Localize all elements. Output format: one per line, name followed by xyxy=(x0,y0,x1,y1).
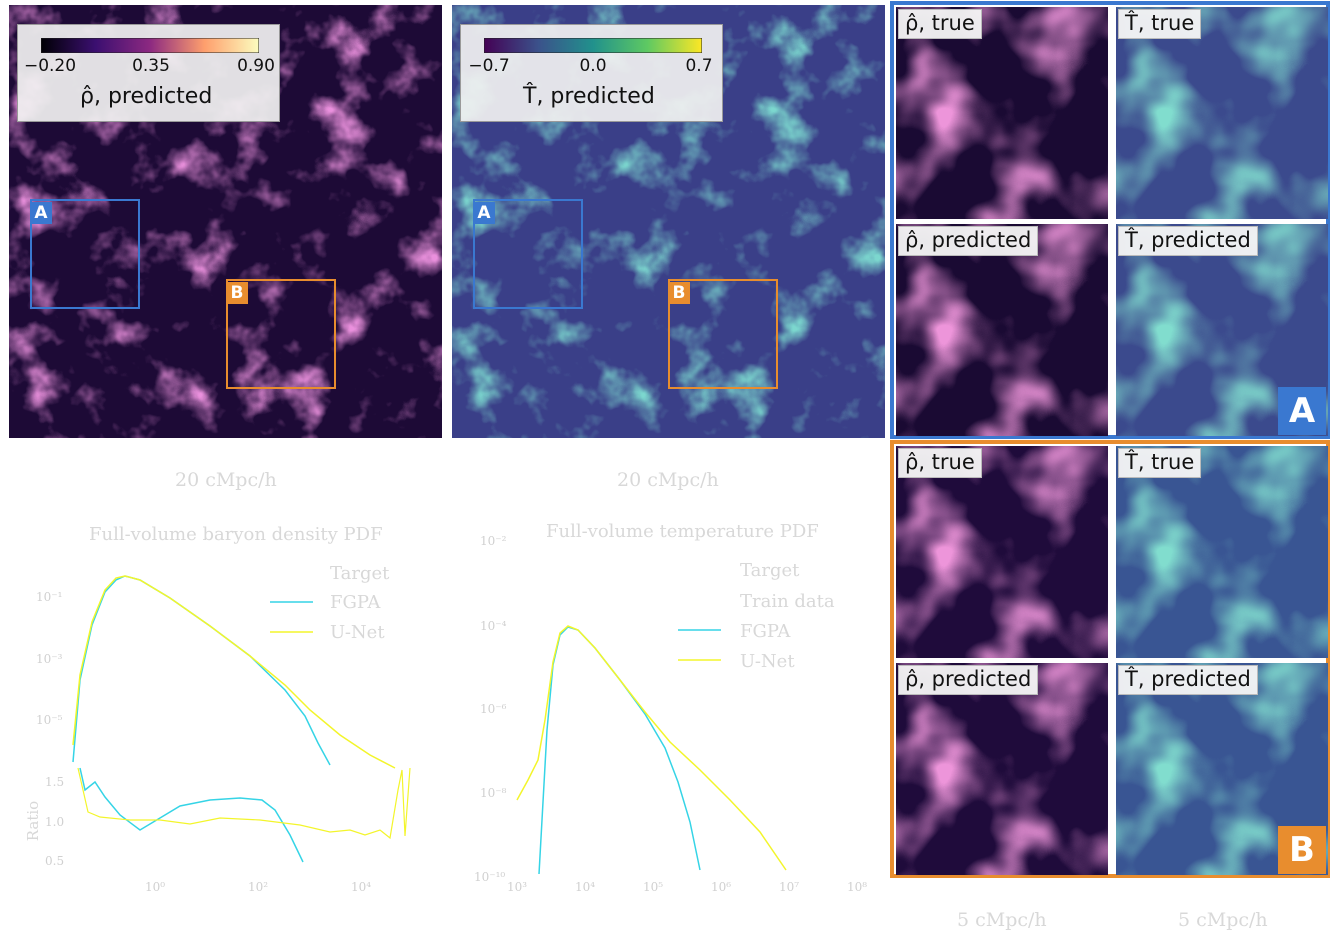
y-tick: 10⁻⁸ xyxy=(480,786,507,800)
ratio-curve-unet xyxy=(77,767,411,840)
tile-label: T̂, predicted xyxy=(1118,665,1258,695)
tile-label: ρ̂, predicted xyxy=(898,665,1039,695)
legend-entry: Target xyxy=(330,563,390,584)
zoom-a-tag: A xyxy=(1278,387,1326,435)
roi-a-box xyxy=(473,199,583,309)
x-tick: 10⁷ xyxy=(779,880,800,894)
roi-a-box xyxy=(30,199,140,309)
legend-entry: U-Net xyxy=(740,651,795,672)
colorbar-tick: 0.0 xyxy=(579,56,607,76)
x-tick: 10³ xyxy=(507,880,528,894)
temperature-map: −0.7 0.0 0.7 T̂, predicted A B xyxy=(452,5,885,438)
colorbar-label: T̂, predicted xyxy=(523,84,655,109)
legend-entry: U-Net xyxy=(330,622,385,643)
zoom-a-temperature-true: T̂, true xyxy=(1116,7,1328,219)
x-tick: 10⁰ xyxy=(145,880,166,894)
y-tick: 10⁻⁶ xyxy=(480,702,507,716)
legend-entry: Target xyxy=(740,560,800,581)
legend-entry: FGPA xyxy=(330,592,381,613)
zoom-scale-label-right: 5 cMpc/h xyxy=(1178,909,1268,931)
roi-b-tag: B xyxy=(226,282,248,304)
roi-b-tag: B xyxy=(668,282,690,304)
density-colorbar xyxy=(41,38,259,53)
temperature-curve-fgpa xyxy=(538,626,701,875)
temperature-pdf-title: Full-volume temperature PDF xyxy=(546,521,819,542)
y-tick: 10⁻⁵ xyxy=(36,713,63,727)
roi-b-box xyxy=(226,279,336,389)
colorbar-tick: −0.7 xyxy=(468,56,510,76)
legend-entry: Train data xyxy=(740,591,835,612)
legend-entry: FGPA xyxy=(740,621,791,642)
x-tick: 10⁸ xyxy=(847,880,868,894)
zoom-b-density-true: ρ̂, true xyxy=(896,446,1108,658)
y-tick: 10⁻¹ xyxy=(36,590,63,604)
tile-label: T̂, true xyxy=(1118,448,1202,478)
x-tick: 10⁵ xyxy=(643,880,664,894)
zoom-a-density-true: ρ̂, true xyxy=(896,7,1108,219)
ratio-tick: 0.5 xyxy=(45,854,65,868)
roi-a-tag: A xyxy=(473,202,495,224)
colorbar-tick: −0.20 xyxy=(23,56,77,76)
y-tick: 10⁻⁴ xyxy=(480,619,507,633)
x-tick: 10⁴ xyxy=(351,880,372,894)
tile-label: T̂, predicted xyxy=(1118,226,1258,256)
temperature-colorbar xyxy=(484,38,702,53)
colorbar-label: ρ̂, predicted xyxy=(80,84,213,109)
tile-label: ρ̂, true xyxy=(898,448,982,478)
ratio-axis-label: Ratio xyxy=(24,800,43,842)
density-colorbar-legend: −0.20 0.35 0.90 ρ̂, predicted xyxy=(17,24,280,122)
x-tick: 10⁴ xyxy=(575,880,596,894)
zoom-b-density-predicted: ρ̂, predicted xyxy=(896,663,1108,875)
x-tick: 10² xyxy=(248,880,269,894)
zoom-panel-a: ρ̂, true T̂, true ρ̂, predicted T̂, pred… xyxy=(890,1,1330,439)
x-tick: 10⁶ xyxy=(711,880,732,894)
temperature-scale-label: 20 cMpc/h xyxy=(617,469,719,491)
zoom-scale-label-left: 5 cMpc/h xyxy=(957,909,1047,931)
colorbar-tick: 0.90 xyxy=(237,56,275,76)
y-tick: 10⁻³ xyxy=(36,652,63,666)
tile-label: T̂, true xyxy=(1118,9,1202,39)
roi-a-tag: A xyxy=(30,202,52,224)
zoom-a-density-predicted: ρ̂, predicted xyxy=(896,224,1108,436)
zoom-panel-b: ρ̂, true T̂, true ρ̂, predicted T̂, pred… xyxy=(890,440,1330,878)
zoom-b-tag: B xyxy=(1278,826,1326,874)
ratio-tick: 1.5 xyxy=(45,775,65,789)
density-pdf-title: Full-volume baryon density PDF xyxy=(89,524,383,545)
ratio-curve-fgpa xyxy=(79,767,304,863)
colorbar-tick: 0.7 xyxy=(685,56,713,76)
tile-label: ρ̂, predicted xyxy=(898,226,1039,256)
density-map: −0.20 0.35 0.90 ρ̂, predicted A B xyxy=(9,5,442,438)
y-tick: 10⁻¹⁰ xyxy=(474,870,506,884)
ratio-tick: 1.0 xyxy=(45,815,65,829)
tile-label: ρ̂, true xyxy=(898,9,982,39)
roi-b-box xyxy=(668,279,778,389)
zoom-b-temperature-true: T̂, true xyxy=(1116,446,1328,658)
temperature-colorbar-legend: −0.7 0.0 0.7 T̂, predicted xyxy=(460,24,723,122)
density-curve-fgpa xyxy=(72,575,331,766)
density-scale-label: 20 cMpc/h xyxy=(175,469,277,491)
y-tick: 10⁻² xyxy=(480,534,507,548)
colorbar-tick: 0.35 xyxy=(132,56,170,76)
